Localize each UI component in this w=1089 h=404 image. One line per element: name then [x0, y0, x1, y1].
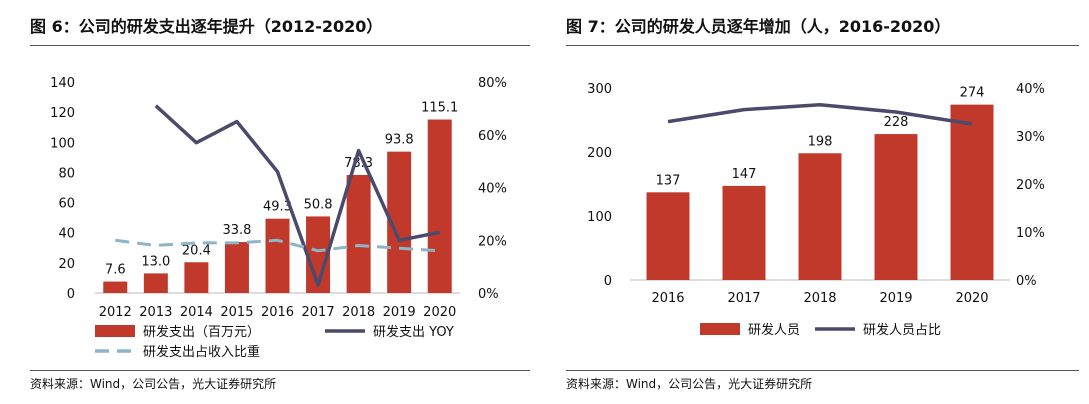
fig6-line-dashed: [115, 238, 440, 253]
fig6-x-tick-label: 2019: [383, 305, 416, 320]
fig6-x-tick-label: 2018: [342, 305, 375, 320]
fig6-legend-label: 研发支出 YOY: [373, 324, 454, 340]
fig6-bar: [265, 218, 290, 293]
fig7-legend-label: 研发人员占比: [863, 322, 941, 338]
fig6-x-tick-label: 2012: [99, 305, 132, 320]
fig7-legend-swatch-bar: [700, 323, 740, 335]
fig6-left-tick-label: 120: [50, 106, 75, 121]
fig6-bar-data-label: 33.8: [222, 223, 251, 238]
figure-6-title: 图 6：公司的研发支出逐年提升（2012-2020）: [30, 17, 383, 36]
fig6-bar: [103, 281, 128, 293]
fig6-bar: [427, 119, 452, 293]
fig6-x-tick-label: 2017: [302, 305, 335, 320]
fig7-left-tick-label: 0: [604, 274, 612, 289]
fig6-line-solid: [154, 104, 441, 287]
fig6-bar-data-label: 49.3: [263, 200, 292, 215]
fig6-right-tick-label: 80%: [478, 76, 507, 91]
fig7-x-tick-label: 2019: [879, 291, 912, 306]
fig7-legend-label: 研发人员: [748, 322, 800, 338]
fig7-bar: [950, 104, 994, 280]
fig6-left-tick-label: 140: [50, 76, 75, 91]
fig7-left-tick-label: 300: [587, 82, 612, 97]
figure-6-bottom-rule: [30, 370, 530, 371]
fig7-bar-data-label: 228: [884, 115, 909, 130]
fig6-bar-data-label: 20.4: [182, 243, 211, 258]
fig7-bar-data-label: 147: [732, 167, 757, 182]
fig6-left-tick-label: 100: [50, 136, 75, 151]
fig7-right-tick-label: 0%: [1016, 274, 1037, 289]
fig6-x-tick-label: 2013: [139, 305, 172, 320]
fig7-left-tick-label: 200: [587, 146, 612, 161]
fig6-x-tick-label: 2015: [220, 305, 253, 320]
figure-7-title: 图 7：公司的研发人员逐年增加（人，2016-2020）: [566, 17, 951, 36]
fig7-bar-data-label: 198: [808, 134, 833, 149]
fig6-legend-label: 研发支出占收入比重: [143, 344, 260, 360]
fig7-x-tick-label: 2016: [651, 291, 684, 306]
fig7-bar: [722, 185, 766, 280]
fig6-bar: [143, 273, 168, 293]
fig6-left-tick-label: 0: [67, 287, 75, 302]
fig7-bar-data-label: 137: [656, 173, 681, 188]
figure-6-chart: 0 20 40 60 80 100 120 140 0% 20% 40% 60% 80% 2012 2013…: [50, 76, 507, 360]
fig6-bar-data-label: 50.8: [304, 197, 333, 212]
fig6-left-tick-label: 80: [58, 166, 75, 181]
figure-6-source: 资料来源：Wind，公司公告，光大证券研究所: [30, 377, 277, 391]
fig7-x-tick-label: 2018: [803, 291, 836, 306]
fig7-bar: [646, 192, 690, 280]
fig7-bar: [874, 134, 918, 280]
figure-7-bottom-rule: [566, 370, 1079, 371]
fig6-bar: [184, 262, 209, 293]
fig7-x-tick-label: 2020: [955, 291, 988, 306]
fig6-legend-swatch-bar: [95, 325, 135, 337]
fig7-bar-data-label: 274: [960, 86, 985, 101]
fig6-left-tick-label: 40: [58, 227, 75, 242]
fig7-right-tick-label: 30%: [1016, 130, 1045, 145]
fig6-legend-label: 研发支出（百万元）: [143, 324, 260, 340]
fig7-left-tick-label: 100: [587, 210, 612, 225]
fig6-bar: [224, 242, 249, 293]
fig7-line-solid: [667, 103, 973, 126]
figure-6-top-rule: [30, 45, 530, 46]
fig7-right-tick-label: 10%: [1016, 226, 1045, 241]
fig6-x-tick-label: 2014: [180, 305, 213, 320]
fig6-left-tick-label: 20: [58, 257, 75, 272]
figure-7-top-rule: [566, 45, 1079, 46]
fig7-right-tick-label: 20%: [1016, 178, 1045, 193]
fig6-bar-data-label: 13.0: [141, 254, 170, 269]
figure-7-source: 资料来源：Wind，公司公告，光大证券研究所: [566, 377, 813, 391]
fig6-right-tick-label: 0%: [478, 287, 499, 302]
fig6-bar-data-label: 78.3: [344, 156, 373, 171]
figure-7-panel: 图 7：公司的研发人员逐年增加（人，2016-2020） 0 100 200 300 0…: [560, 0, 1089, 404]
fig6-right-tick-label: 60%: [478, 129, 507, 144]
fig6-left-tick-label: 60: [58, 197, 75, 212]
fig6-right-tick-label: 40%: [478, 182, 507, 197]
fig6-bar-data-label: 93.8: [385, 133, 414, 148]
fig6-right-tick-label: 20%: [478, 234, 507, 249]
fig6-x-tick-label: 2020: [423, 305, 456, 320]
fig7-x-tick-label: 2017: [727, 291, 760, 306]
figure-7-chart: 0 100 200 300 0% 10% 20% 30% 40% 2016 2017 2018 2019…: [587, 82, 1045, 338]
fig7-bar: [798, 153, 842, 280]
fig7-right-tick-label: 40%: [1016, 82, 1045, 97]
fig6-x-tick-label: 2016: [261, 305, 294, 320]
fig6-bar-data-label: 7.6: [105, 263, 126, 278]
fig6-bar: [346, 174, 371, 293]
figure-6-panel: 图 6：公司的研发支出逐年提升（2012-2020） 0 20 40 60 80 100 1…: [0, 0, 530, 404]
fig6-bar-data-label: 115.1: [421, 101, 458, 116]
